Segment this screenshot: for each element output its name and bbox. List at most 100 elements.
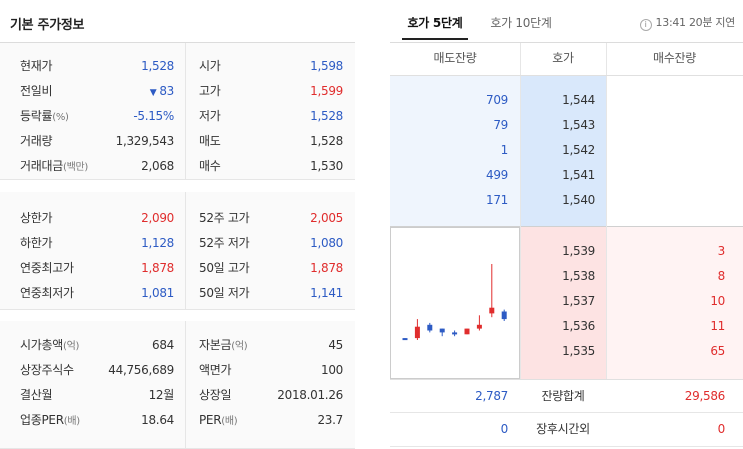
after-hours-label: 장후시간외	[536, 422, 590, 436]
info-value: 2,068	[141, 154, 174, 179]
tab-orderbook-5[interactable]: 호가 5단계	[402, 10, 468, 40]
info-label-text: 시가총액	[20, 338, 63, 352]
info-label: 52주 저가	[199, 231, 250, 256]
info-label: PER(배)	[199, 408, 238, 433]
section-bg	[0, 43, 186, 180]
candle-body	[464, 328, 470, 335]
section-bg	[0, 192, 186, 310]
info-row: 업종PER(배) 18.64 PER(배) 23.7	[0, 408, 355, 433]
info-row: 연중최고가 1,878 50일 고가 1,878	[0, 256, 355, 281]
info-label-text: 상한가	[20, 211, 53, 225]
info-label-text: 52주 저가	[199, 236, 250, 250]
section-bg	[0, 321, 186, 449]
info-label: 매도	[199, 129, 221, 154]
sell-qty-total: 2,787	[475, 389, 508, 403]
after-hours-buy: 0	[717, 422, 726, 436]
info-icon[interactable]: i	[639, 19, 652, 31]
info-label: 거래량	[20, 129, 53, 154]
info-label-text: 매수	[199, 159, 221, 173]
ask-price: 1,544	[562, 93, 595, 107]
info-value: 1,329,543	[115, 129, 175, 154]
info-label-text: 고가	[199, 84, 221, 98]
divider	[390, 412, 743, 413]
info-value-text: 83	[159, 84, 174, 98]
info-label-text: 52주 고가	[199, 211, 250, 225]
info-row: 시가총액(억) 684 자본금(억) 45	[0, 333, 355, 358]
buy-price-area	[520, 227, 606, 379]
info-label-text: 매도	[199, 134, 221, 148]
info-value: 1,081	[141, 281, 174, 306]
buy-qty: 65	[710, 344, 725, 358]
section-bg	[186, 321, 355, 449]
info-value-text: 18.64	[141, 413, 174, 427]
info-row: 등락률(%) -5.15% 저가 1,528	[0, 104, 355, 129]
info-label: 52주 고가	[199, 206, 250, 231]
header-price: 호가	[552, 51, 574, 65]
info-label-text: 자본금	[199, 338, 232, 352]
bid-price: 1,538	[562, 269, 595, 283]
info-label-text: 50일 고가	[199, 261, 250, 275]
candle-body	[501, 311, 507, 320]
info-label: 시가총액(억)	[20, 333, 79, 358]
sell-qty: 1	[500, 143, 509, 157]
info-value: -5.15%	[133, 104, 174, 129]
candle-body	[414, 326, 420, 339]
info-label: 상장주식수	[20, 358, 74, 383]
info-row: 거래대금(백만) 2,068 매수 1,530	[0, 154, 355, 179]
info-label-text: 시가	[199, 59, 221, 73]
sell-qty: 499	[485, 168, 508, 182]
info-label-text: PER	[199, 413, 222, 427]
info-value: 1,528	[141, 54, 174, 79]
info-value-text: 1,528	[141, 59, 174, 73]
mini-candle-chart	[390, 227, 520, 379]
info-value-text: 1,329,543	[115, 134, 175, 148]
sell-qty: 79	[493, 118, 508, 132]
range-section: 상한가 2,090 52주 고가 2,005 하한가 1,128 52주 저가 1,080 연중…	[0, 192, 355, 310]
column-divider	[606, 43, 607, 379]
info-row: 현재가 1,528 시가 1,598	[0, 54, 355, 79]
info-value: 684	[152, 333, 174, 358]
buy-qty: 3	[717, 244, 726, 258]
price-section: 현재가 1,528 시가 1,598 전일비 ▼ 83 고가 1,599 등락률(%) -5.15%…	[0, 43, 355, 180]
info-label-unit: (%)	[52, 112, 69, 123]
sell-price-area	[520, 76, 606, 226]
tab-orderbook-10[interactable]: 호가 10단계	[490, 16, 552, 30]
info-label-text: 연중최저가	[20, 286, 74, 300]
candle-body	[476, 324, 482, 329]
info-label: 상장일	[199, 383, 232, 408]
info-row: 결산월 12월 상장일 2018.01.26	[0, 383, 355, 408]
section-bg	[186, 43, 355, 180]
info-label-text: 거래대금	[20, 159, 63, 173]
info-label-text: 업종PER	[20, 413, 64, 427]
info-label: 결산월	[20, 383, 53, 408]
ask-price: 1,543	[562, 118, 595, 132]
info-value-text: 2,068	[141, 159, 174, 173]
column-divider	[185, 192, 186, 310]
after-hours-sell: 0	[500, 422, 509, 436]
info-value-text: 1,128	[141, 236, 174, 250]
info-row: 상한가 2,090 52주 고가 2,005	[0, 206, 355, 231]
info-label-text: 상장일	[199, 388, 232, 402]
info-label: 하한가	[20, 231, 53, 256]
candle-body	[427, 324, 433, 331]
info-label: 50일 고가	[199, 256, 250, 281]
info-value: 45	[328, 338, 343, 352]
info-row: 거래량 1,329,543 매도 1,528	[0, 129, 355, 154]
candle-body	[439, 328, 445, 333]
delay-time-label: 13:41 20분 지연	[655, 16, 736, 29]
header-buy-qty: 매수잔량	[653, 51, 696, 65]
info-label-unit: (억)	[231, 341, 248, 352]
info-value: 1,528	[310, 134, 343, 148]
section-bg	[186, 192, 355, 310]
info-value: 1,598	[310, 59, 343, 73]
divider	[390, 75, 743, 76]
candle-chart-svg	[402, 264, 507, 341]
buy-qty: 11	[710, 319, 725, 333]
divider	[390, 379, 743, 380]
info-label-unit: (억)	[62, 341, 80, 352]
info-label: 자본금(억)	[199, 333, 248, 358]
info-label-text: 전일비	[20, 84, 53, 98]
info-label-unit: (백만)	[62, 162, 88, 173]
info-row: 상장주식수 44,756,689 액면가 100	[0, 358, 355, 383]
info-value: 1,599	[310, 84, 343, 98]
